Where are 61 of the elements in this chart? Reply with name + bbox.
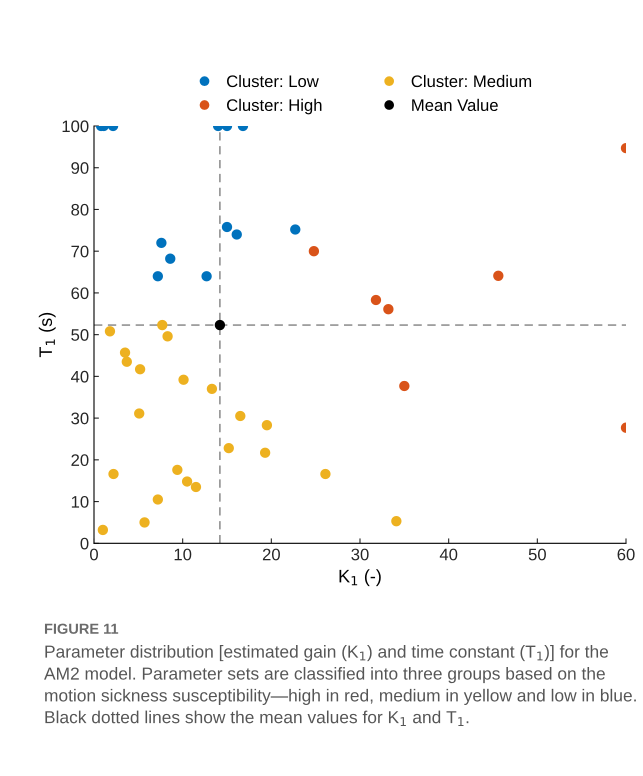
y-tick-label: 40 [70, 370, 88, 383]
x-tick-label: 10 [174, 548, 192, 560]
y-tick-label: 30 [71, 412, 88, 424]
text: Parameter distribution [estimated gain (K$_{1}$) and time constant (T$_{1}$)] for the AM2 model. Parameter sets are classified into three groups based on the motion sickness susceptibility—high in red, medium in yellow and low in blue. Black dotted lines show the mean values for K$_{1}$ and T$_{1}$. [44, 645, 636, 726]
y-tick-label: 60 [71, 287, 88, 300]
y-tick-label: 100 [62, 120, 88, 132]
point [290, 224, 300, 235]
point [120, 347, 130, 358]
point [214, 320, 226, 330]
point [370, 294, 382, 306]
point [165, 254, 176, 264]
point [201, 271, 212, 282]
point [134, 364, 146, 374]
x-axis-title: K$_{1}$ (-) [340, 569, 381, 586]
point [156, 238, 167, 248]
point [190, 482, 202, 492]
x-tick-label: 40 [440, 548, 458, 560]
point [320, 468, 331, 480]
point [134, 408, 144, 419]
point [122, 356, 132, 367]
y-tick-label: 10 [72, 496, 88, 508]
y-tick-label: 70 [71, 246, 88, 258]
point [391, 516, 402, 526]
point [104, 326, 116, 336]
point [139, 517, 150, 528]
y-tick-label: 50 [71, 329, 88, 341]
point [162, 331, 173, 342]
point [224, 443, 234, 454]
point [108, 468, 119, 480]
y-tick-label: 90 [71, 162, 88, 174]
point [232, 229, 242, 240]
point [222, 222, 232, 232]
point [235, 410, 246, 422]
x-tick-label: 50 [528, 548, 546, 560]
point [493, 270, 504, 281]
x-tick-label: 0 [90, 548, 98, 560]
y-axis-title: T$_{1}$ (s) [38, 312, 56, 358]
point [399, 380, 410, 392]
point [308, 246, 320, 256]
point [182, 476, 192, 487]
point [157, 320, 168, 330]
legend-label: Cluster: High [227, 98, 322, 114]
point [206, 384, 218, 394]
x-tick-label: 20 [262, 548, 280, 560]
point [172, 464, 182, 476]
point [262, 420, 272, 430]
legend-label: Cluster: Low [227, 74, 319, 88]
y-tick-label: 0 [80, 538, 88, 550]
point [178, 374, 189, 385]
point [260, 448, 270, 458]
x-tick-label: 30 [351, 548, 369, 560]
x-tick-label: 60 [618, 548, 635, 560]
legend-label: Mean Value [412, 98, 498, 112]
caption: FIGURE 11 [44, 624, 118, 634]
legend-label: Cluster: Medium [412, 74, 532, 88]
point [383, 304, 394, 314]
point [98, 524, 108, 536]
y-tick-label: 20 [71, 454, 88, 466]
point [152, 494, 163, 505]
y-tick-label: 80 [71, 204, 88, 216]
point [152, 271, 163, 282]
